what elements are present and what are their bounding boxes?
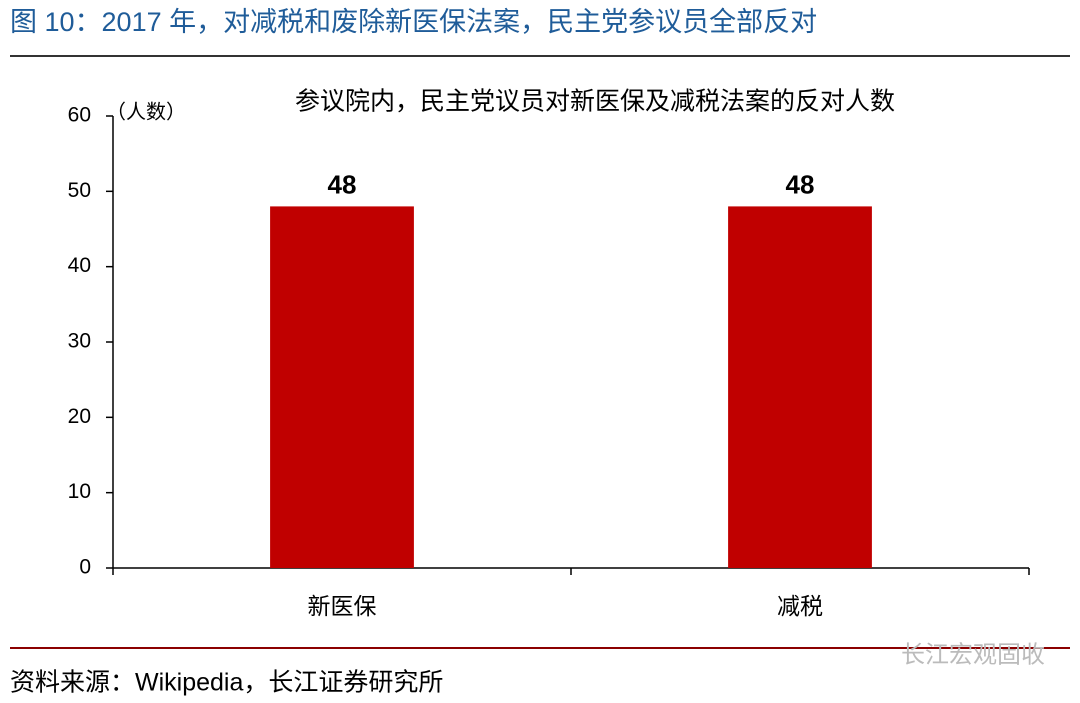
y-tick-label: 10 <box>68 480 91 503</box>
y-tick-label: 40 <box>68 254 91 277</box>
value-label: 48 <box>328 169 357 199</box>
bar <box>728 206 872 568</box>
y-tick-label: 30 <box>68 330 91 353</box>
value-label: 48 <box>786 169 815 199</box>
source-note: 资料来源：Wikipedia，长江证券研究所 <box>10 669 443 697</box>
y-tick-label: 60 <box>68 104 91 127</box>
x-tick-label: 新医保 <box>308 593 377 619</box>
watermark: 长江宏观固收 <box>901 641 1045 668</box>
y-tick-label: 50 <box>68 179 91 202</box>
figure-title: 图 10：2017 年，对减税和废除新医保法案，民主党参议员全部反对 <box>10 7 817 37</box>
y-tick-label: 0 <box>79 556 91 579</box>
chart-title: 参议院内，民主党议员对新医保及减税法案的反对人数 <box>295 88 895 116</box>
bar <box>270 206 414 568</box>
x-tick-label: 减税 <box>777 593 823 619</box>
y-axis-label: （人数） <box>106 100 186 123</box>
y-tick-label: 20 <box>68 405 91 428</box>
